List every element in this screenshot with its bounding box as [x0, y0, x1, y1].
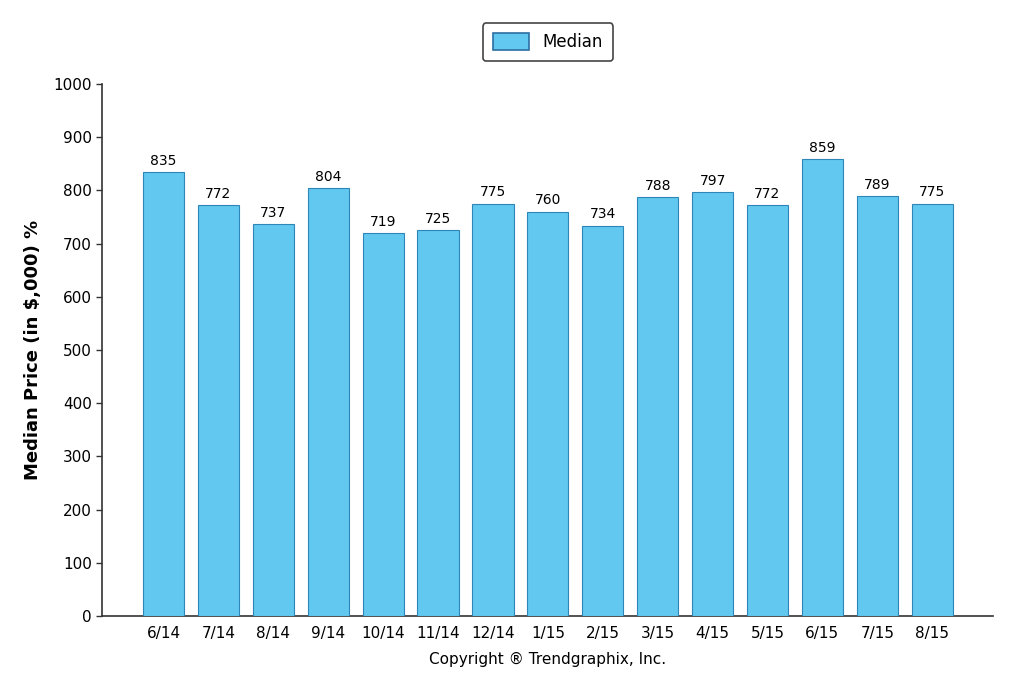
- X-axis label: Copyright ® Trendgraphix, Inc.: Copyright ® Trendgraphix, Inc.: [429, 652, 667, 667]
- Text: 835: 835: [151, 153, 177, 167]
- Text: 788: 788: [644, 178, 671, 192]
- Bar: [418, 230, 459, 616]
- Text: 797: 797: [699, 174, 726, 188]
- Text: 719: 719: [370, 215, 396, 229]
- Text: 772: 772: [205, 187, 231, 201]
- Bar: [802, 159, 843, 616]
- Bar: [746, 205, 788, 616]
- Text: 737: 737: [260, 206, 287, 220]
- Text: 775: 775: [920, 186, 945, 199]
- Text: 760: 760: [535, 193, 561, 207]
- Legend: Median: Median: [482, 23, 613, 62]
- Bar: [198, 205, 239, 616]
- Bar: [307, 188, 349, 616]
- Text: 789: 789: [864, 178, 891, 192]
- Bar: [362, 234, 403, 616]
- Bar: [527, 211, 568, 616]
- Text: 772: 772: [755, 187, 780, 201]
- Text: 725: 725: [425, 212, 452, 226]
- Text: 804: 804: [315, 170, 341, 184]
- Bar: [857, 196, 898, 616]
- Y-axis label: Median Price (in $,000) %: Median Price (in $,000) %: [25, 220, 42, 480]
- Bar: [692, 192, 733, 616]
- Text: 859: 859: [809, 141, 836, 155]
- Bar: [911, 204, 952, 616]
- Bar: [253, 224, 294, 616]
- Bar: [472, 204, 513, 616]
- Bar: [583, 225, 624, 616]
- Text: 775: 775: [480, 186, 506, 199]
- Bar: [143, 172, 184, 616]
- Bar: [637, 197, 678, 616]
- Text: 734: 734: [590, 207, 615, 221]
